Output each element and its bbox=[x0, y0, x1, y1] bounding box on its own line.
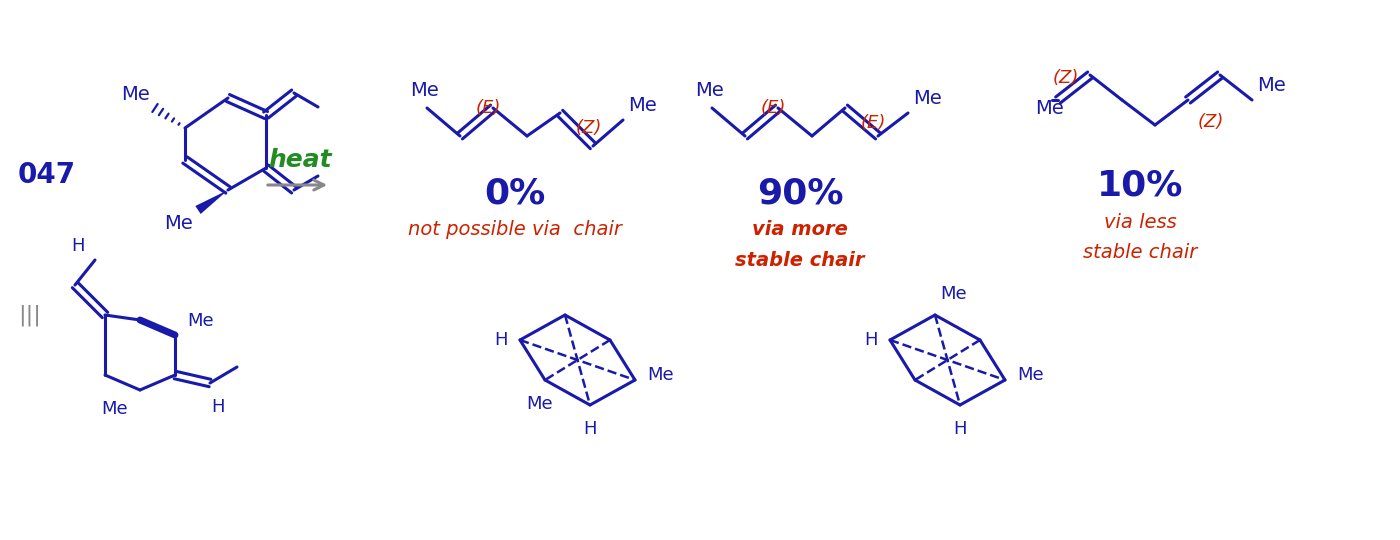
Text: H: H bbox=[211, 398, 225, 416]
Text: 0%: 0% bbox=[484, 176, 546, 210]
Text: Me: Me bbox=[164, 214, 193, 233]
Text: (E): (E) bbox=[762, 99, 787, 117]
Text: Me: Me bbox=[1035, 98, 1064, 118]
Text: Me: Me bbox=[939, 285, 966, 303]
Text: Me: Me bbox=[1016, 366, 1043, 384]
Text: Me: Me bbox=[694, 81, 724, 100]
Text: (Z): (Z) bbox=[1198, 113, 1225, 131]
Text: via more: via more bbox=[752, 220, 848, 240]
Text: H: H bbox=[71, 237, 85, 255]
Text: Me: Me bbox=[526, 395, 553, 413]
Text: H: H bbox=[953, 420, 967, 438]
Text: Me: Me bbox=[913, 89, 942, 108]
Text: heat: heat bbox=[267, 148, 332, 172]
Text: stable chair: stable chair bbox=[735, 251, 865, 269]
Text: Me: Me bbox=[647, 366, 673, 384]
Text: Me: Me bbox=[1257, 76, 1285, 95]
Text: H: H bbox=[494, 331, 508, 349]
Polygon shape bbox=[196, 190, 228, 214]
Text: 047: 047 bbox=[18, 161, 76, 189]
Text: (Z): (Z) bbox=[1053, 69, 1079, 87]
Text: Me: Me bbox=[629, 96, 657, 115]
Text: Me: Me bbox=[101, 400, 127, 418]
Text: not possible via  chair: not possible via chair bbox=[407, 220, 622, 240]
Text: Me: Me bbox=[188, 312, 214, 330]
Text: stable chair: stable chair bbox=[1082, 242, 1197, 261]
Text: Me: Me bbox=[410, 81, 438, 100]
Text: H: H bbox=[865, 331, 878, 349]
Text: |||: ||| bbox=[18, 304, 42, 326]
Text: (E): (E) bbox=[861, 114, 886, 132]
Text: 90%: 90% bbox=[757, 176, 843, 210]
Text: via less: via less bbox=[1103, 213, 1176, 232]
Text: Me: Me bbox=[122, 85, 150, 104]
Text: H: H bbox=[584, 420, 596, 438]
Text: (Z): (Z) bbox=[575, 119, 602, 137]
Text: (E): (E) bbox=[476, 99, 501, 117]
Text: 10%: 10% bbox=[1096, 168, 1183, 202]
